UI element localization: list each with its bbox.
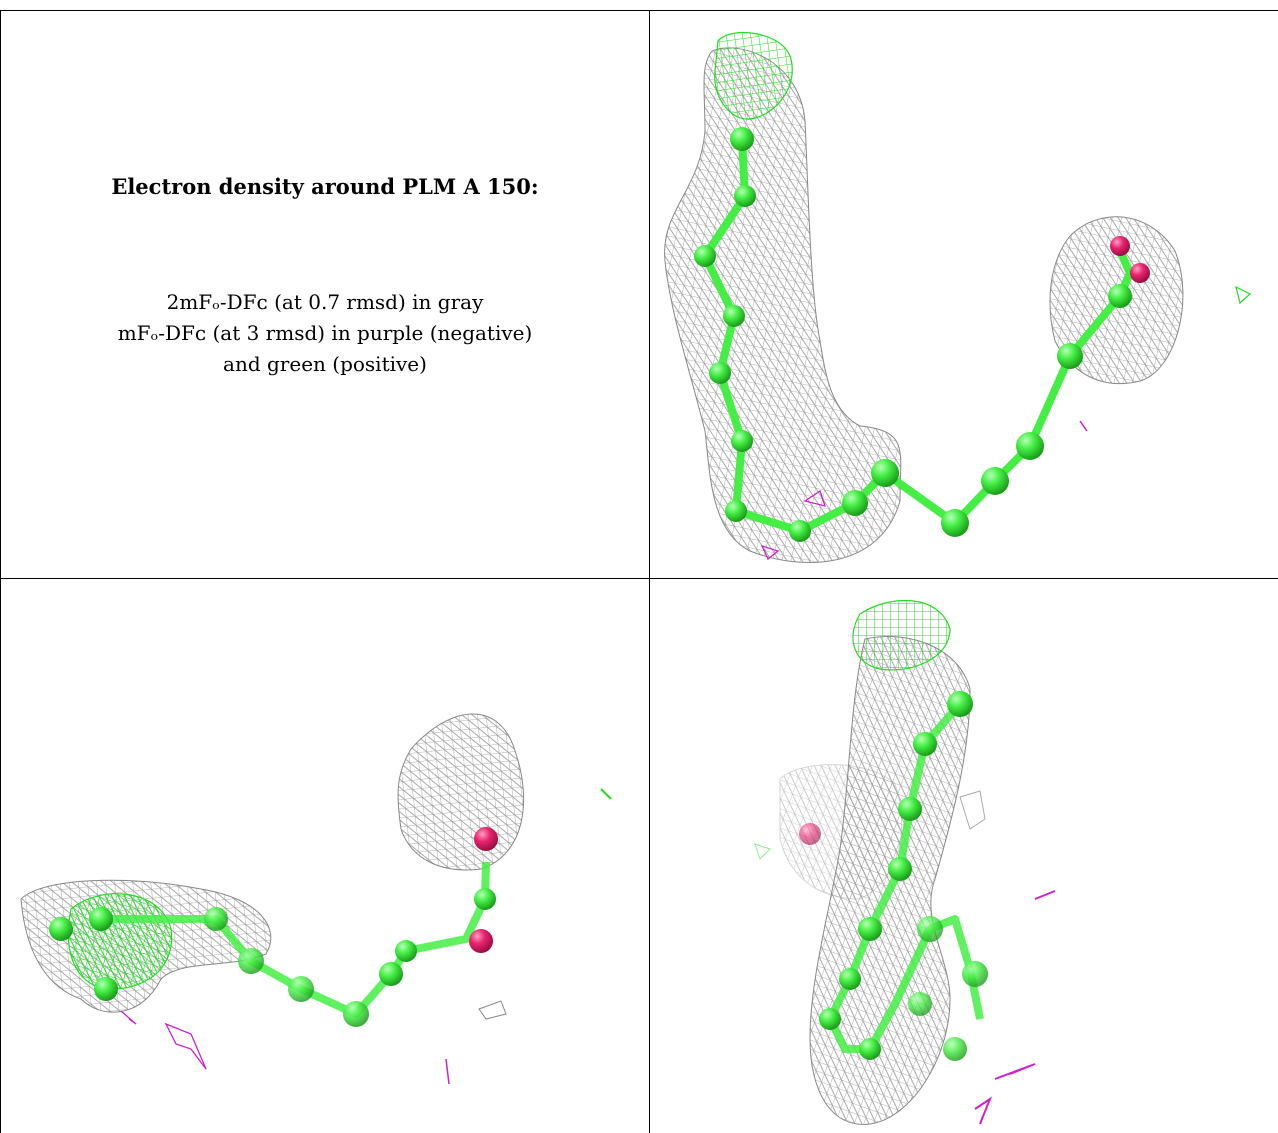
carbon-atoms [819, 691, 988, 1061]
density-mesh-2fofc [397, 713, 525, 871]
density-mesh-positive [600, 788, 612, 800]
molecule-view-3 [754, 599, 1056, 1125]
density-mesh-negative [974, 890, 1056, 1125]
table-border-left [0, 10, 1, 1133]
density-view-bottom-right [650, 579, 1278, 1133]
ligand-bonds [101, 861, 490, 1018]
density-mesh-negative [445, 1058, 450, 1085]
caption-line-colors: and green (positive) [223, 352, 427, 376]
density-mesh-positive [754, 843, 771, 860]
density-mesh-2fofc [478, 1000, 507, 1020]
caption-title: Electron density around PLM A 150: [111, 174, 539, 199]
carbon-atoms [694, 127, 1132, 542]
density-mesh-negative [120, 1010, 207, 1070]
density-mesh-negative [760, 489, 826, 561]
density-mesh-negative [1079, 420, 1088, 432]
molecule-view-1 [664, 32, 1252, 563]
oxygen-atoms [469, 827, 498, 953]
density-mesh-2fofc [664, 47, 902, 563]
density-mesh-positive [1235, 285, 1252, 305]
molecule-view-2 [20, 713, 612, 1085]
oxygen-atoms [799, 823, 821, 845]
caption-cell: Electron density around PLM A 150: 2mFₒ-… [1, 11, 649, 578]
caption-description: 2mFₒ-DFᴄ (at 0.7 rmsd) in gray mFₒ-DFᴄ (… [1, 287, 649, 380]
density-view-top-right [650, 11, 1278, 578]
carbon-atoms [49, 888, 496, 1027]
density-mesh-2fofc [959, 790, 986, 830]
density-mesh-positive [714, 32, 793, 120]
caption-line-2fofc: 2mFₒ-DFᴄ (at 0.7 rmsd) in gray [166, 290, 484, 314]
density-mesh-positive [852, 599, 951, 671]
density-view-bottom-left [1, 579, 649, 1133]
table-divider-vertical [649, 10, 650, 1133]
table-divider-horizontal [0, 578, 1278, 579]
table-border-top [0, 10, 1278, 11]
oxygen-atoms [1110, 236, 1150, 283]
caption-line-fofc: mFₒ-DFᴄ (at 3 rmsd) in purple (negative) [117, 321, 533, 345]
